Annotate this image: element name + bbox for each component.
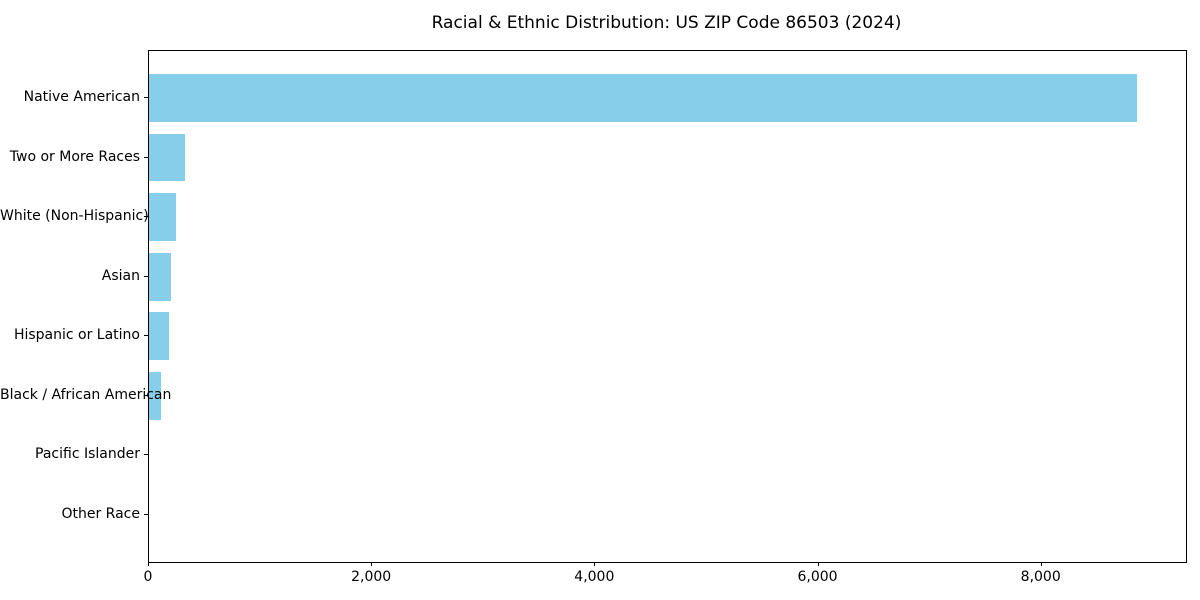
bar-white-non-hispanic [149,193,176,241]
y-tick-label: Black / African American [0,386,172,403]
y-tick-mark [144,97,148,99]
x-tick-label: 2,000 [351,569,392,585]
y-tick-label: Hispanic or Latino [13,327,140,344]
y-tick-label: Asian [101,267,140,284]
y-tick-mark [144,513,148,515]
bar-black-african-american [149,372,162,420]
chart-title: Racial & Ethnic Distribution: US ZIP Cod… [431,13,902,33]
x-tick-label: 4,000 [574,569,615,585]
bar-asian [149,252,172,301]
bar-hispanic-or-latino [149,312,170,361]
x-tick-mark [594,562,596,566]
x-tick-mark [1040,562,1042,566]
bar-two-or-more-races [149,133,185,182]
plot-area [148,50,1187,563]
y-tick-mark [144,216,148,218]
bar-native-american [149,74,1137,122]
y-tick-mark [144,454,148,456]
y-tick-mark [144,275,148,277]
y-tick-label: Pacific Islander [35,446,140,463]
x-tick-mark [817,562,819,566]
y-tick-mark [144,335,148,337]
y-tick-label: White (Non-Hispanic) [0,208,149,225]
y-tick-label: Other Race [61,505,140,522]
x-tick-label: 6,000 [797,569,838,585]
x-tick-mark [371,562,373,566]
x-tick-mark [148,562,149,566]
y-tick-mark [144,394,148,396]
y-tick-label: Two or More Races [9,148,140,165]
y-tick-label: Native American [23,89,140,106]
x-tick-label: 0 [143,569,153,585]
x-tick-label: 8,000 [1020,569,1061,585]
y-tick-mark [144,156,148,158]
